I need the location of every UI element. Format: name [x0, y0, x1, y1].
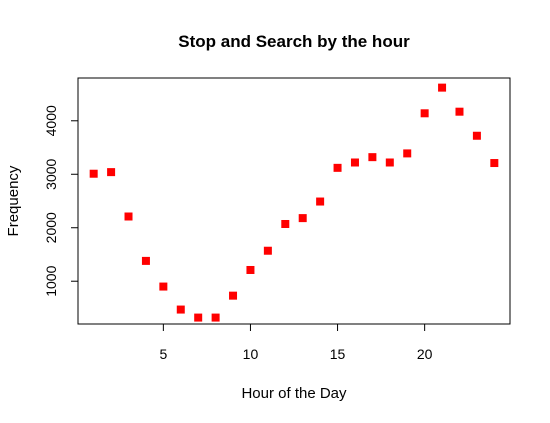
- data-point: [246, 265, 255, 274]
- x-tick-label: 15: [330, 346, 346, 362]
- data-point: [403, 149, 412, 158]
- x-tick-label: 10: [243, 346, 259, 362]
- data-point: [350, 158, 359, 167]
- y-axis-label: Frequency: [5, 165, 22, 236]
- data-point: [229, 291, 238, 300]
- data-point: [490, 159, 499, 168]
- data-point: [298, 214, 307, 223]
- y-tick-label: 2000: [43, 212, 59, 243]
- data-point: [194, 313, 203, 322]
- data-point: [368, 153, 377, 162]
- data-point: [141, 256, 150, 265]
- data-point: [124, 212, 133, 221]
- y-tick-label: 4000: [43, 105, 59, 136]
- x-axis-label: Hour of the Day: [241, 385, 347, 402]
- x-axis: 5 10 15 20: [159, 323, 433, 362]
- x-tick-label: 5: [159, 346, 167, 362]
- chart-title: Stop and Search by the hour: [178, 32, 410, 51]
- y-tick-label: 1000: [43, 265, 59, 296]
- data-point: [211, 313, 220, 322]
- y-tick-label: 3000: [43, 158, 59, 189]
- data-point: [455, 107, 464, 116]
- data-point: [472, 131, 481, 140]
- data-point: [316, 197, 325, 206]
- data-point: [263, 246, 272, 255]
- data-point: [438, 83, 447, 92]
- data-point: [333, 163, 342, 172]
- data-point: [89, 169, 98, 178]
- y-axis: 1000 2000 3000 4000: [43, 105, 79, 297]
- data-point: [385, 158, 394, 167]
- data-points: [89, 83, 499, 322]
- data-point: [176, 305, 185, 314]
- data-point: [159, 282, 168, 291]
- data-point: [420, 109, 429, 118]
- x-tick-label: 20: [417, 346, 433, 362]
- data-point: [107, 168, 116, 177]
- plot-frame: [77, 77, 511, 325]
- data-point: [281, 219, 290, 228]
